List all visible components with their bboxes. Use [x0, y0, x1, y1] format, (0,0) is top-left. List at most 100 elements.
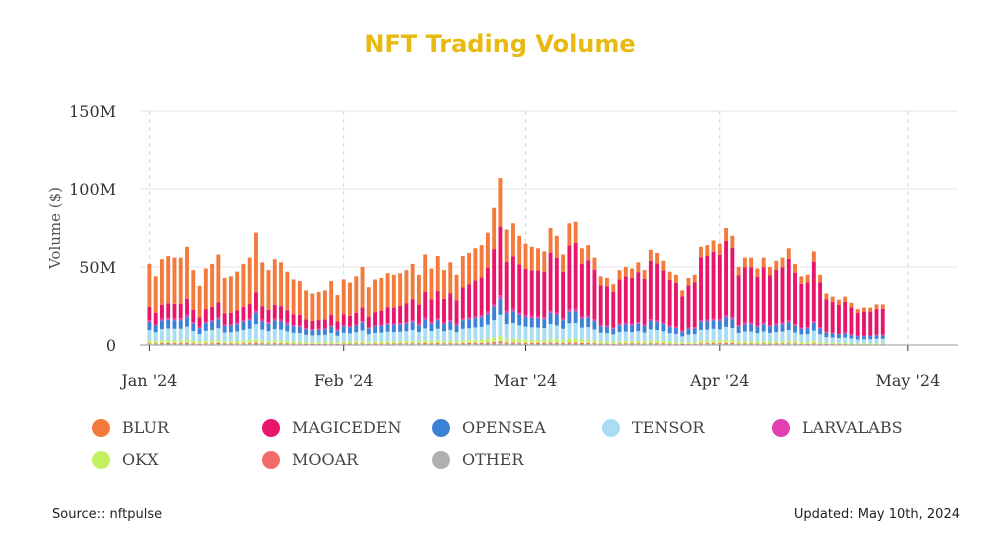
bar-segment-tensor[interactable] — [517, 325, 522, 340]
bar-segment-other[interactable] — [523, 343, 528, 345]
bar-segment-magiceden[interactable] — [730, 247, 735, 318]
bar-segment-blur[interactable] — [335, 295, 340, 322]
bar-segment-blur[interactable] — [862, 307, 866, 312]
bar-segment-opensea[interactable] — [780, 324, 785, 332]
bar-segment-opensea[interactable] — [460, 320, 465, 329]
bar-segment-larvalabs[interactable] — [416, 323, 421, 326]
bar-segment-magiceden[interactable] — [222, 313, 227, 325]
bar-segment-larvalabs[interactable] — [799, 327, 804, 329]
bar-segment-tensor[interactable] — [373, 332, 378, 342]
bar-segment-larvalabs[interactable] — [529, 315, 534, 318]
bar-segment-tensor[interactable] — [755, 333, 760, 342]
bar-segment-mooar[interactable] — [354, 343, 359, 345]
bar-segment-opensea[interactable] — [360, 322, 365, 331]
bar-segment-blur[interactable] — [398, 273, 403, 306]
bar-segment-tensor[interactable] — [467, 328, 472, 341]
bar-segment-blur[interactable] — [235, 271, 240, 311]
bar-segment-blur[interactable] — [391, 274, 396, 308]
bar-segment-larvalabs[interactable] — [216, 317, 221, 320]
bar-segment-mooar[interactable] — [554, 342, 559, 344]
bar-segment-okx[interactable] — [191, 340, 196, 344]
bar-segment-okx[interactable] — [561, 340, 566, 344]
bar-segment-blur[interactable] — [523, 243, 528, 270]
bar-segment-tensor[interactable] — [473, 327, 478, 340]
bar-segment-blur[interactable] — [285, 271, 290, 311]
bar-segment-okx[interactable] — [548, 338, 553, 343]
bar-segment-mooar[interactable] — [504, 342, 509, 344]
bar-segment-opensea[interactable] — [310, 330, 315, 336]
bar-segment-larvalabs[interactable] — [385, 323, 390, 325]
bar-segment-opensea[interactable] — [542, 319, 547, 329]
bar-segment-tensor[interactable] — [216, 328, 221, 341]
bar-segment-opensea[interactable] — [623, 324, 628, 332]
bar-segment-opensea[interactable] — [178, 320, 183, 329]
bar-segment-okx[interactable] — [504, 338, 509, 343]
bar-segment-larvalabs[interactable] — [730, 317, 735, 320]
bar-segment-other[interactable] — [504, 343, 509, 345]
bar-segment-opensea[interactable] — [391, 325, 396, 333]
bar-segment-magiceden[interactable] — [159, 304, 164, 319]
bar-segment-mooar[interactable] — [228, 343, 233, 345]
bar-segment-mooar[interactable] — [391, 343, 396, 345]
bar-segment-opensea[interactable] — [749, 324, 754, 332]
bar-segment-tensor[interactable] — [573, 322, 578, 339]
bar-segment-mooar[interactable] — [573, 342, 578, 344]
bar-segment-blur[interactable] — [717, 243, 722, 255]
bar-segment-mooar[interactable] — [536, 342, 540, 344]
bar-segment-mooar[interactable] — [147, 343, 152, 345]
bar-segment-larvalabs[interactable] — [699, 319, 703, 322]
bar-segment-mooar[interactable] — [404, 343, 409, 345]
bar-segment-blur[interactable] — [667, 271, 672, 280]
bar-segment-opensea[interactable] — [385, 324, 390, 332]
bar-segment-tensor[interactable] — [366, 334, 371, 342]
bar-segment-blur[interactable] — [548, 228, 553, 253]
bar-segment-mooar[interactable] — [360, 343, 365, 345]
bar-segment-tensor[interactable] — [254, 324, 258, 339]
bar-segment-larvalabs[interactable] — [780, 322, 785, 325]
bar-segment-mooar[interactable] — [467, 343, 472, 345]
bar-segment-larvalabs[interactable] — [611, 327, 616, 329]
bar-segment-larvalabs[interactable] — [467, 317, 472, 320]
bar-segment-opensea[interactable] — [774, 325, 779, 332]
bar-segment-opensea[interactable] — [761, 324, 766, 332]
bar-segment-magiceden[interactable] — [630, 277, 634, 324]
bar-segment-mooar[interactable] — [435, 343, 440, 345]
bar-segment-mooar[interactable] — [373, 343, 378, 345]
bar-segment-other[interactable] — [473, 343, 478, 345]
bar-segment-blur[interactable] — [655, 252, 660, 264]
bar-segment-magiceden[interactable] — [153, 312, 158, 324]
bar-segment-magiceden[interactable] — [542, 272, 547, 318]
bar-segment-mooar[interactable] — [617, 343, 622, 345]
bar-segment-tensor[interactable] — [178, 328, 183, 341]
bar-segment-okx[interactable] — [473, 339, 478, 343]
bar-segment-larvalabs[interactable] — [811, 321, 816, 323]
bar-segment-mooar[interactable] — [724, 342, 729, 344]
bar-segment-magiceden[interactable] — [329, 314, 334, 326]
bar-segment-opensea[interactable] — [442, 324, 446, 332]
bar-segment-magiceden[interactable] — [316, 320, 321, 329]
bar-segment-tensor[interactable] — [630, 332, 634, 342]
bar-segment-okx[interactable] — [348, 341, 352, 344]
bar-segment-okx[interactable] — [805, 341, 810, 344]
bar-segment-mooar[interactable] — [623, 343, 628, 345]
bar-segment-blur[interactable] — [197, 285, 202, 318]
bar-segment-tensor[interactable] — [818, 334, 823, 342]
bar-segment-tensor[interactable] — [316, 335, 321, 343]
bar-segment-mooar[interactable] — [592, 343, 597, 345]
bar-segment-tensor[interactable] — [830, 337, 835, 343]
bar-segment-larvalabs[interactable] — [862, 335, 866, 337]
bar-segment-tensor[interactable] — [485, 324, 490, 340]
bar-segment-blur[interactable] — [485, 232, 490, 268]
bar-segment-okx[interactable] — [749, 341, 754, 344]
bar-segment-magiceden[interactable] — [373, 312, 378, 326]
bar-segment-blur[interactable] — [818, 274, 823, 283]
bar-segment-magiceden[interactable] — [216, 302, 221, 318]
bar-segment-larvalabs[interactable] — [235, 322, 240, 325]
bar-segment-other[interactable] — [573, 343, 578, 345]
bar-segment-okx[interactable] — [329, 341, 334, 344]
bar-segment-okx[interactable] — [862, 343, 866, 345]
bar-segment-magiceden[interactable] — [467, 284, 472, 318]
bar-segment-okx[interactable] — [291, 341, 296, 344]
bar-segment-tensor[interactable] — [297, 333, 302, 342]
bar-segment-opensea[interactable] — [611, 328, 616, 335]
